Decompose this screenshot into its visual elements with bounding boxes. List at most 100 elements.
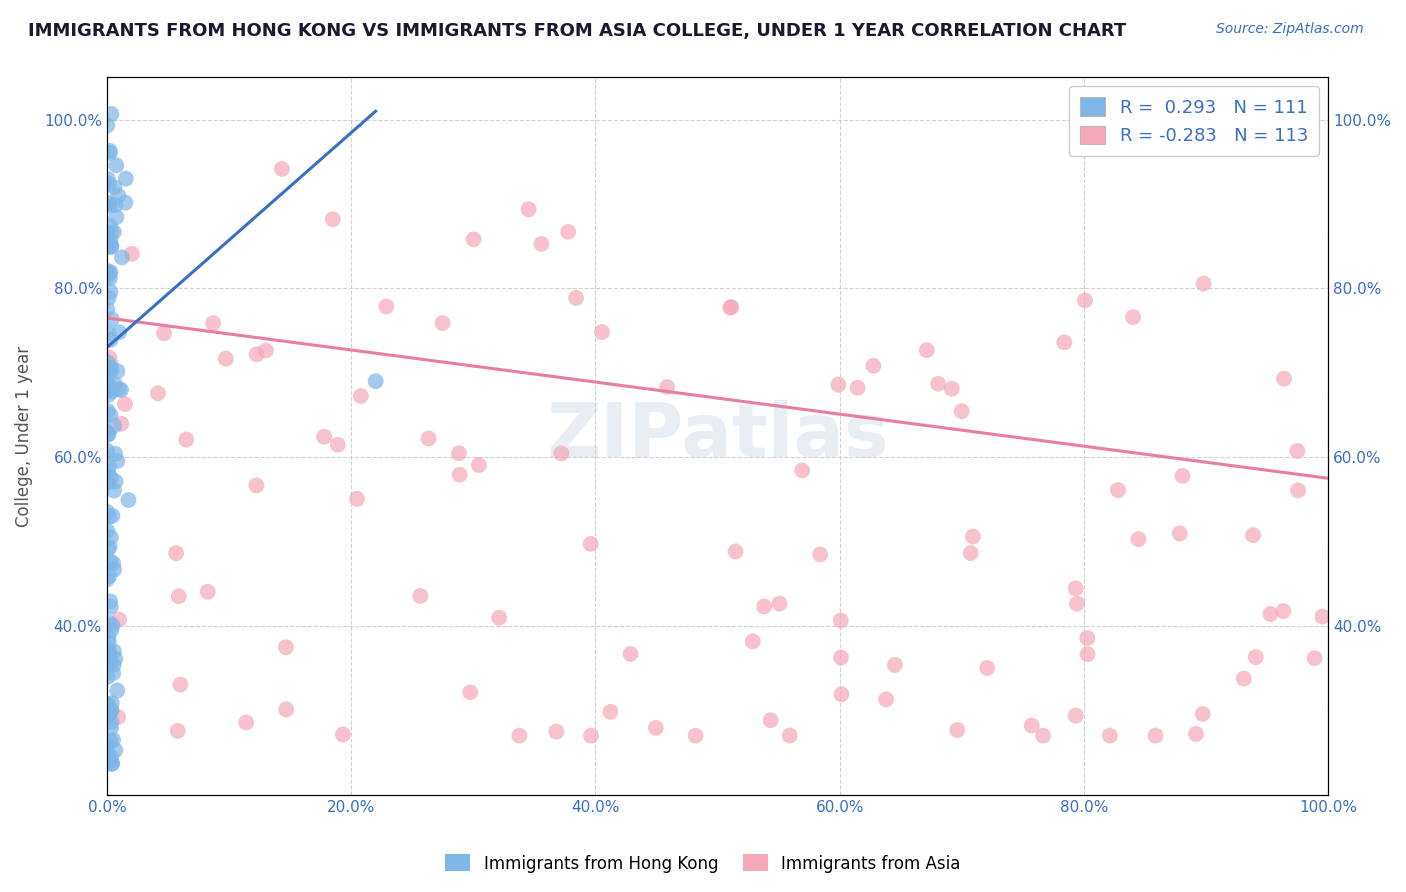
Point	[447, 446, 470, 460]
Point	[1241, 528, 1264, 542]
Point	[97, 172, 120, 186]
Point	[1032, 729, 1054, 743]
Point	[101, 618, 124, 632]
Point	[104, 377, 127, 392]
Point	[100, 285, 122, 299]
Point	[1076, 631, 1098, 645]
Point	[146, 386, 169, 401]
Point	[96, 573, 118, 587]
Point	[517, 202, 540, 217]
Point	[1122, 310, 1144, 325]
Point	[97, 459, 120, 474]
Point	[768, 597, 790, 611]
Point	[215, 351, 238, 366]
Point	[104, 743, 127, 757]
Point	[685, 729, 707, 743]
Point	[97, 645, 120, 659]
Point	[1168, 526, 1191, 541]
Point	[276, 702, 298, 716]
Point	[103, 562, 125, 576]
Point	[100, 107, 122, 121]
Point	[202, 316, 225, 330]
Point	[530, 236, 553, 251]
Point	[1171, 468, 1194, 483]
Point	[97, 651, 120, 665]
Point	[1053, 335, 1076, 350]
Point	[100, 721, 122, 735]
Point	[97, 326, 120, 341]
Point	[100, 599, 122, 614]
Point	[245, 478, 267, 492]
Point	[98, 196, 121, 211]
Point	[101, 696, 124, 710]
Point	[97, 377, 120, 392]
Point	[96, 745, 118, 759]
Point	[720, 300, 742, 314]
Point	[96, 269, 118, 284]
Point	[97, 291, 120, 305]
Point	[104, 651, 127, 665]
Point	[100, 530, 122, 544]
Point	[946, 723, 969, 737]
Point	[98, 145, 121, 160]
Point	[830, 614, 852, 628]
Point	[98, 755, 121, 769]
Point	[718, 301, 741, 315]
Point	[114, 397, 136, 411]
Point	[846, 381, 869, 395]
Point	[96, 524, 118, 538]
Point	[100, 715, 122, 730]
Point	[121, 247, 143, 261]
Point	[97, 631, 120, 645]
Point	[1191, 706, 1213, 721]
Point	[96, 302, 118, 317]
Point	[274, 640, 297, 655]
Point	[117, 493, 139, 508]
Point	[97, 365, 120, 379]
Point	[107, 382, 129, 396]
Point	[449, 467, 471, 482]
Point	[875, 692, 897, 706]
Point	[101, 508, 124, 523]
Point	[96, 264, 118, 278]
Point	[114, 171, 136, 186]
Point	[101, 312, 124, 326]
Point	[883, 657, 905, 672]
Point	[98, 540, 121, 554]
Point	[165, 546, 187, 560]
Point	[103, 418, 125, 433]
Point	[97, 239, 120, 253]
Point	[98, 219, 121, 234]
Point	[1185, 727, 1208, 741]
Point	[96, 196, 118, 211]
Point	[792, 463, 814, 477]
Point	[100, 471, 122, 485]
Point	[1258, 607, 1281, 621]
Point	[1286, 483, 1309, 498]
Point	[98, 644, 121, 658]
Point	[98, 554, 121, 568]
Point	[97, 427, 120, 442]
Point	[103, 225, 125, 239]
Point	[830, 650, 852, 665]
Point	[103, 657, 125, 672]
Point	[468, 458, 491, 472]
Point	[103, 180, 125, 194]
Point	[619, 647, 641, 661]
Point	[409, 589, 432, 603]
Point	[174, 433, 197, 447]
Point	[107, 364, 129, 378]
Point	[101, 756, 124, 771]
Legend: Immigrants from Hong Kong, Immigrants from Asia: Immigrants from Hong Kong, Immigrants fr…	[439, 847, 967, 880]
Point	[1107, 483, 1129, 497]
Point	[579, 537, 602, 551]
Point	[1192, 277, 1215, 291]
Point	[97, 382, 120, 396]
Point	[103, 483, 125, 498]
Point	[375, 300, 398, 314]
Point	[759, 713, 782, 727]
Point	[96, 376, 118, 390]
Point	[97, 426, 120, 441]
Point	[104, 198, 127, 212]
Point	[97, 227, 120, 242]
